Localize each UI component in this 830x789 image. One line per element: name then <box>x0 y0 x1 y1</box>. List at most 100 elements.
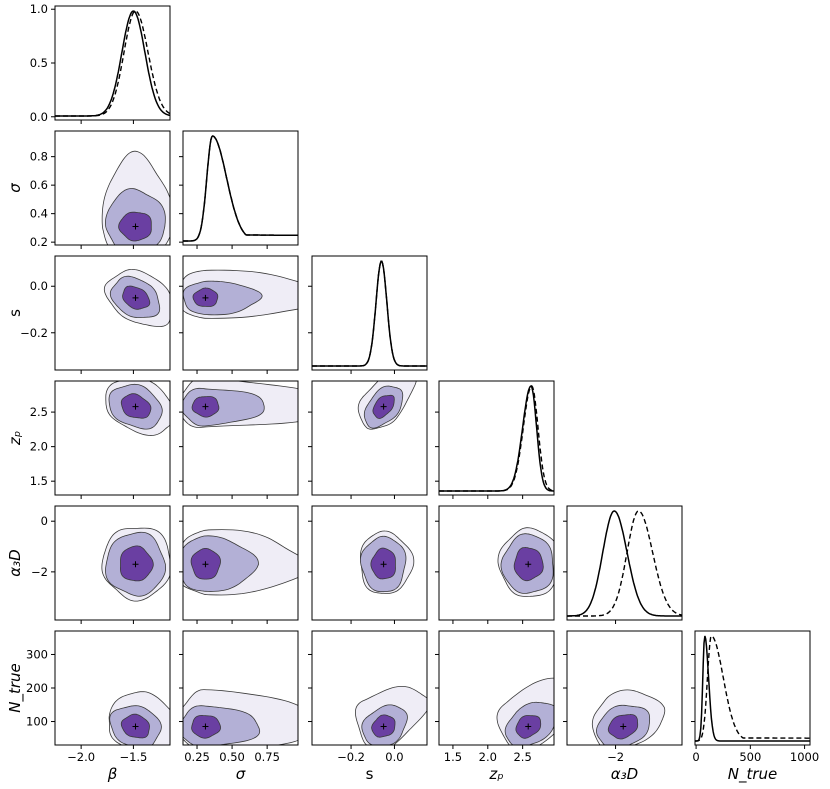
y-tick-label-ntrue: 300 <box>26 647 48 661</box>
x-tick-label-sigma: 0.25 <box>184 750 210 764</box>
panel-frame-r4-c4 <box>566 505 683 621</box>
y-tick-label-ntrue: 100 <box>26 715 48 729</box>
marginal-dashed-s <box>312 260 427 367</box>
x-tick-label-s: −0.2 <box>337 750 365 764</box>
contour-1sigma <box>120 393 152 419</box>
best-fit-marker <box>380 561 387 568</box>
best-fit-marker <box>380 723 387 730</box>
contour-panel-r5-c3 <box>496 677 554 745</box>
y-tick-label-ntrue: 200 <box>26 681 48 695</box>
y-tick-label-zp: 2.0 <box>30 440 48 454</box>
panel-frame-r1-c1 <box>182 130 299 246</box>
y-tick-label-sigma: 0.6 <box>30 178 48 192</box>
best-fit-marker <box>202 294 209 301</box>
x-axis-label-a3d: α₃D <box>611 765 638 783</box>
best-fit-marker <box>132 223 139 230</box>
contour-panel-r3-c2 <box>357 381 417 430</box>
marginal-dashed-beta <box>55 10 171 117</box>
panel-frame-r3-c1 <box>182 380 299 496</box>
x-tick-label-ntrue: 500 <box>739 750 761 764</box>
marginal-solid-a3d <box>567 510 682 617</box>
contour-panel-r5-c2 <box>355 685 427 745</box>
y-axis-label-s: s <box>6 309 24 317</box>
contour-panel-r1-c0 <box>101 150 170 245</box>
best-fit-marker <box>132 294 139 301</box>
y-tick-label-zp: 1.5 <box>30 474 48 488</box>
panel-frame-r2-c0 <box>54 255 171 371</box>
contour-panel-r5-c0 <box>108 691 170 745</box>
y-axis-label-ntrue: N_true <box>6 663 25 713</box>
x-tick-label-beta: −2.0 <box>67 750 95 764</box>
y-tick-label-diag0: 0.5 <box>30 56 48 70</box>
panel-frame-r2-c1 <box>182 255 299 371</box>
panel-frame-r3-c2 <box>311 380 428 496</box>
x-tick-label-ntrue: 0 <box>692 750 699 764</box>
best-fit-marker <box>380 403 387 410</box>
marginal-solid-ntrue <box>695 635 810 742</box>
y-tick-label-sigma: 0.8 <box>30 150 48 164</box>
contour-panel-r5-c1 <box>183 689 298 745</box>
y-tick-label-sigma: 0.2 <box>30 235 48 249</box>
x-tick-label-zp: 2.0 <box>479 750 497 764</box>
x-tick-label-ntrue: 1000 <box>790 750 819 764</box>
x-axis-label-beta: β <box>107 765 118 783</box>
x-tick-label-a3d: −2 <box>607 750 624 764</box>
best-fit-marker <box>202 403 209 410</box>
contour-panel-r4-c1 <box>183 529 298 596</box>
contour-1sigma <box>119 545 154 582</box>
best-fit-marker <box>202 723 209 730</box>
contour-panel-r4-c0 <box>101 527 170 602</box>
x-axis-label-zp: zₚ <box>488 765 503 783</box>
x-tick-label-sigma: 0.50 <box>219 750 245 764</box>
x-tick-label-beta: −1.5 <box>119 750 147 764</box>
x-tick-label-s: 0.0 <box>385 750 403 764</box>
panel-frame-r4-c0 <box>54 505 171 621</box>
y-tick-label-a3d: −2 <box>31 565 48 579</box>
contour-panel-r2-c0 <box>103 268 170 327</box>
y-axis-label-a3d: α₃D <box>6 549 24 576</box>
y-tick-label-s: 0.0 <box>30 279 48 293</box>
marginal-solid-sigma <box>183 135 298 242</box>
x-axis-label-sigma: σ <box>236 765 246 783</box>
contour-panel-r4-c2 <box>359 530 415 594</box>
marginal-solid-zp <box>439 384 554 492</box>
y-axis-label-sigma: σ <box>6 183 24 193</box>
contour-panel-r2-c1 <box>183 269 298 319</box>
contour-panel-r4-c3 <box>497 527 554 597</box>
y-tick-label-diag0: 0.0 <box>30 110 48 124</box>
panel-frame-r3-c0 <box>54 380 171 496</box>
best-fit-marker <box>132 723 139 730</box>
x-tick-label-zp: 1.5 <box>444 750 462 764</box>
contour-panel-r3-c1 <box>183 381 298 428</box>
y-axis-label-zp: zₚ <box>6 431 24 446</box>
marginal-dashed-zp <box>439 385 555 492</box>
panel-frame-r4-c1 <box>182 505 299 621</box>
x-axis-label-ntrue: N_true <box>728 765 778 784</box>
marginal-solid-beta <box>55 10 171 117</box>
x-axis-label-s: s <box>366 765 374 783</box>
y-tick-label-a3d: 0 <box>41 514 48 528</box>
panel-frame-r4-c3 <box>438 505 555 621</box>
x-tick-label-zp: 2.5 <box>513 750 531 764</box>
panel-frame-r4-c2 <box>311 505 428 621</box>
panel-frame-r0-c0 <box>54 5 171 121</box>
marginal-solid-s <box>312 260 427 367</box>
contour-panel-r3-c0 <box>105 381 170 436</box>
best-fit-marker <box>525 561 532 568</box>
best-fit-marker <box>525 723 532 730</box>
y-tick-label-s: −0.2 <box>20 326 48 340</box>
best-fit-marker <box>132 403 139 410</box>
contour-panel-r5-c4 <box>591 689 666 745</box>
best-fit-marker <box>132 561 139 568</box>
best-fit-marker <box>620 723 627 730</box>
panel-frame-r3-c3 <box>438 380 555 496</box>
panel-frame-r2-c2 <box>311 255 428 371</box>
marginal-dashed-a3d <box>567 510 683 617</box>
y-tick-label-sigma: 0.4 <box>30 207 48 221</box>
panel-frame-r1-c0 <box>54 130 171 246</box>
best-fit-marker <box>202 561 209 568</box>
y-tick-label-zp: 2.5 <box>30 405 48 419</box>
y-tick-label-diag0: 1.0 <box>30 2 48 16</box>
marginal-dashed-ntrue <box>695 635 810 742</box>
